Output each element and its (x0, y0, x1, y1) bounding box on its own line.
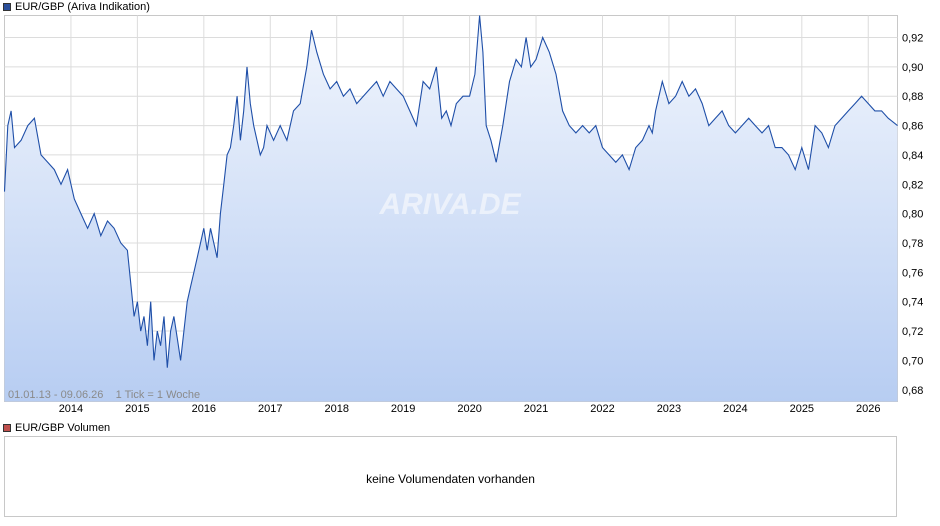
y-tick-label: 0,88 (902, 91, 923, 103)
y-tick-label: 0,84 (902, 150, 923, 162)
x-tick-label: 2018 (324, 403, 348, 415)
chart-legend-volume: EUR/GBP Volumen (3, 421, 110, 435)
y-tick-label: 0,68 (902, 385, 923, 397)
y-tick-label: 0,90 (902, 62, 923, 74)
price-chart: ARIVA.DE 01.01.13 - 09.06.26 1 Tick = 1 … (3, 15, 923, 415)
y-tick-label: 0,92 (902, 33, 923, 45)
y-tick-label: 0,80 (902, 209, 923, 221)
x-axis-ticks: 2014 2015 2016 2017 2018 2019 2020 2021 2022 2023… (59, 403, 881, 415)
x-tick-label: 2014 (59, 403, 83, 415)
legend-swatch-main (3, 3, 11, 11)
chart-legend-main: EUR/GBP (Ariva Indikation) (3, 0, 150, 14)
x-tick-label: 2023 (657, 403, 681, 415)
x-tick-label: 2024 (723, 403, 747, 415)
y-tick-label: 0,76 (902, 267, 923, 279)
y-tick-label: 0,70 (902, 355, 923, 367)
y-tick-label: 0,72 (902, 326, 923, 338)
volume-empty-message: keine Volumendaten vorhanden (366, 472, 535, 486)
y-axis-ticks: 0,68 0,70 0,72 0,74 0,76 0,78 0,80 0,82 0,84 0,86… (902, 33, 923, 397)
x-tick-label: 2020 (457, 403, 481, 415)
chart-info-text: 01.01.13 - 09.06.26 1 Tick = 1 Woche (8, 389, 200, 401)
x-tick-label: 2026 (856, 403, 880, 415)
x-tick-label: 2015 (125, 403, 149, 415)
x-tick-label: 2022 (590, 403, 614, 415)
price-line (3, 15, 898, 368)
legend-label-volume: EUR/GBP Volumen (15, 422, 111, 434)
x-tick-label: 2021 (524, 403, 548, 415)
x-tick-label: 2025 (790, 403, 814, 415)
x-tick-label: 2017 (258, 403, 282, 415)
x-tick-label: 2019 (391, 403, 415, 415)
legend-swatch-volume (3, 424, 11, 432)
legend-label-main: EUR/GBP (Ariva Indikation) (15, 1, 150, 13)
y-tick-label: 0,86 (902, 121, 923, 133)
y-tick-label: 0,82 (902, 179, 923, 191)
x-tick-label: 2016 (192, 403, 216, 415)
price-area (4, 15, 898, 402)
watermark: ARIVA.DE (378, 188, 521, 221)
y-tick-label: 0,78 (902, 238, 923, 250)
y-tick-label: 0,74 (902, 297, 923, 309)
volume-panel: keine Volumendaten vorhanden (4, 436, 897, 517)
